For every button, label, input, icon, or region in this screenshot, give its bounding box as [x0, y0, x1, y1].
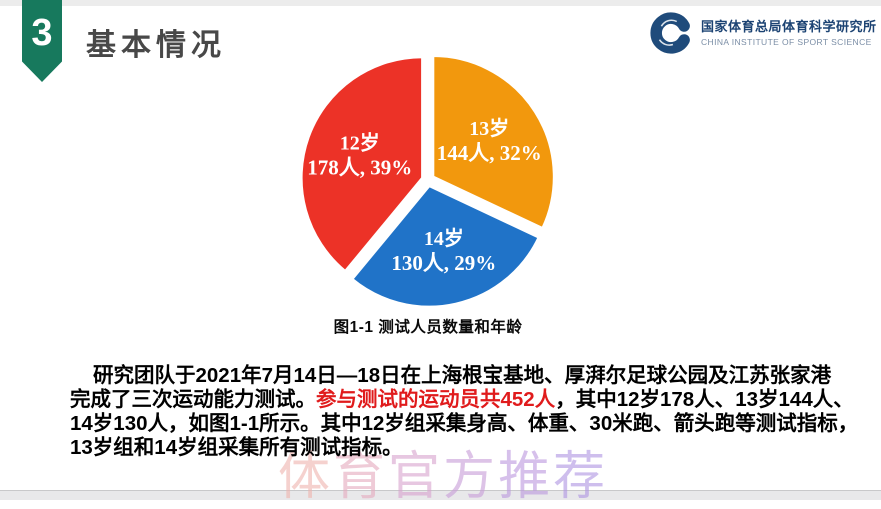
pie-label-12岁: 12岁 178人, 39% — [307, 130, 412, 179]
watermark-text: 体育官方推荐 — [278, 434, 608, 509]
watermark-char: 荐 — [553, 449, 609, 506]
institute-name-en: CHINA INSTITUTE OF SPORT SCIENCE — [701, 36, 872, 47]
institute-name-cn: 国家体育总局体育科学研究所 — [701, 19, 877, 35]
section-number-ribbon: 3 — [22, 0, 62, 82]
pie-label-14岁: 14岁 130人, 29% — [391, 226, 496, 275]
institute-logo-text: 国家体育总局体育科学研究所 CHINA INSTITUTE OF SPORT S… — [701, 19, 877, 47]
section-number: 3 — [31, 12, 53, 54]
dragon-c-emblem-icon — [650, 12, 690, 54]
watermark-char: 体 — [278, 449, 334, 506]
pie-slice-14岁 — [350, 184, 541, 309]
watermark-char: 育 — [333, 449, 389, 506]
highlighted-participant-count: 参与测试的运动员共452人 — [316, 388, 556, 411]
paragraph-text: 研究团队于2021年7月14日—18日在上海根宝基地、厚湃尔足球公园及江苏张家港 — [93, 364, 832, 387]
pie-chart: 13岁 144人, 32% 14岁 130人, 29% 12岁 178人, 39% — [262, 50, 594, 312]
pie-slice-13岁 — [431, 54, 556, 230]
watermark-char: 推 — [498, 449, 554, 506]
paragraph-line-1: 研究团队于2021年7月14日—18日在上海根宝基地、厚湃尔足球公园及江苏张家港 — [70, 364, 840, 388]
paragraph-text: 完成了三次运动能力测试。 — [70, 388, 316, 411]
figure-caption: 图1-1 测试人员数量和年龄 — [333, 319, 523, 336]
paragraph-line-3: 14岁130人，如图1-1所示。其中12岁组采集身高、体重、30米跑、箭头跑等测… — [70, 412, 858, 436]
institute-logo: 国家体育总局体育科学研究所 CHINA INSTITUTE OF SPORT S… — [648, 10, 877, 56]
top-edge-bar — [0, 0, 881, 6]
watermark-char: 官 — [388, 449, 444, 506]
body-paragraph: 研究团队于2021年7月14日—18日在上海根宝基地、厚湃尔足球公园及江苏张家港… — [70, 364, 858, 460]
paragraph-text: 14岁130人，如图1-1所示。其中12岁组采集身高、体重、30米跑、箭头跑等测… — [70, 412, 859, 435]
page-title: 基本情况 — [86, 29, 226, 62]
paragraph-text: ，其中12岁178人、13岁144人、 — [555, 388, 854, 411]
pie-slice-12岁 — [300, 55, 424, 273]
paragraph-text: 13岁组和14岁组采集所有测试指标。 — [70, 436, 403, 459]
paragraph-line-2: 完成了三次运动能力测试。参与测试的运动员共452人，其中12岁178人、13岁1… — [70, 388, 854, 412]
watermark-char: 方 — [443, 449, 499, 506]
bottom-edge-bar — [0, 490, 881, 500]
pie-label-13岁: 13岁 144人, 32% — [437, 116, 542, 165]
paragraph-line-4: 13岁组和14岁组采集所有测试指标。 — [70, 436, 840, 460]
